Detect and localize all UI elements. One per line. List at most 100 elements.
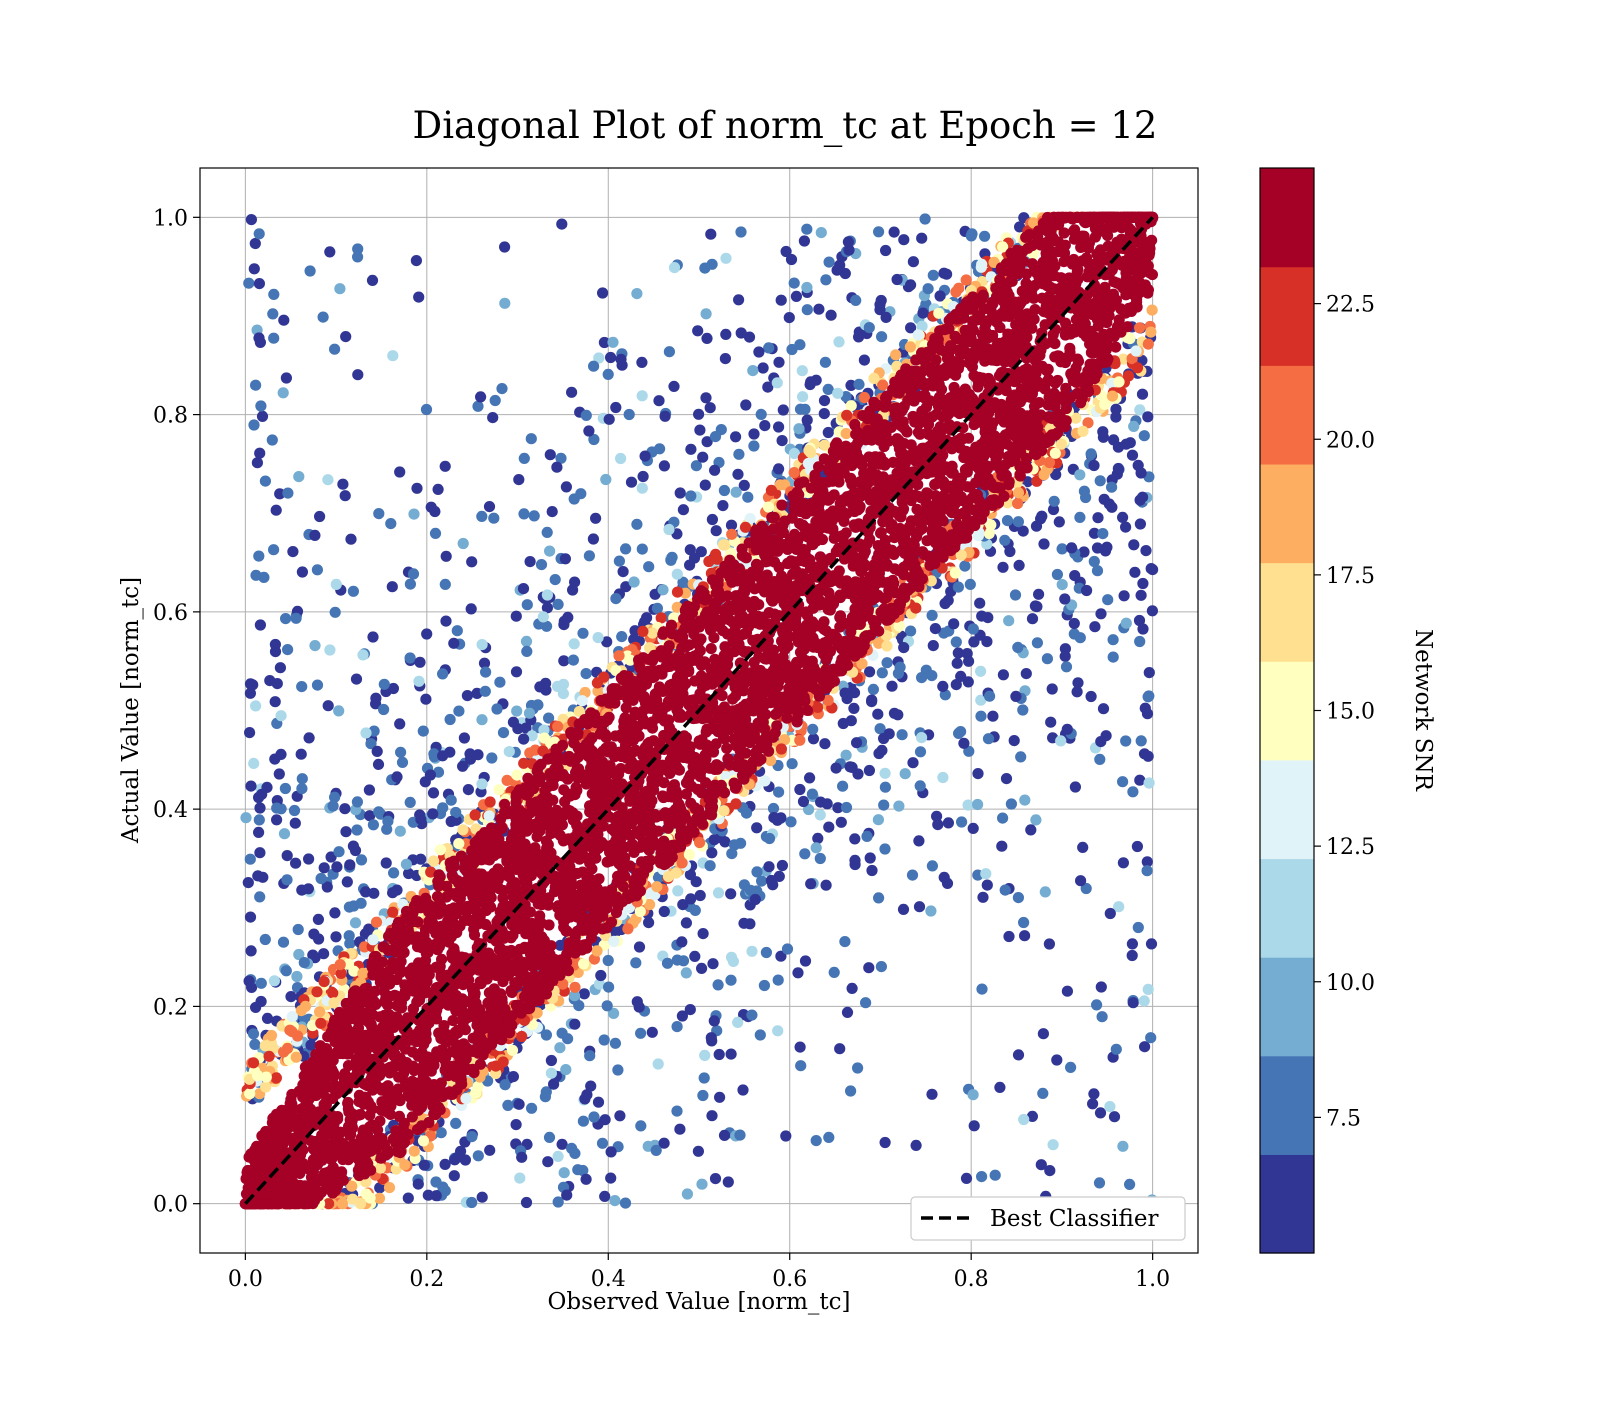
scatter-point (429, 506, 440, 517)
scatter-point (976, 259, 987, 270)
scatter-point (395, 747, 406, 758)
scatter-point (815, 797, 826, 808)
scatter-point (706, 1035, 717, 1046)
scatter-point (477, 639, 488, 650)
scatter-point (525, 556, 536, 567)
scatter-point (1134, 322, 1145, 333)
scatter-point (647, 1027, 658, 1038)
scatter-point (351, 824, 362, 835)
scatter-point (886, 681, 897, 692)
scatter-point (584, 1050, 595, 1061)
scatter-point (797, 365, 808, 376)
scatter-point (1129, 567, 1140, 578)
scatter-point (829, 967, 840, 978)
scatter-point (759, 420, 770, 431)
scatter-point (581, 1174, 592, 1185)
scatter-point (1117, 512, 1128, 523)
scatter-point (297, 773, 308, 784)
scatter-point (595, 970, 606, 981)
scatter-point (250, 380, 261, 391)
scatter-point (842, 1007, 853, 1018)
scatter-point (352, 243, 363, 254)
scatter-point (963, 676, 974, 687)
scatter-point (1010, 589, 1021, 600)
scatter-point (250, 700, 261, 711)
scatter-point (473, 1150, 484, 1161)
scatter-point (773, 787, 784, 798)
scatter-point (287, 546, 298, 557)
scatter-point (958, 738, 969, 749)
scatter-point (243, 278, 254, 289)
scatter-point (1018, 1114, 1029, 1125)
scatter-point (726, 529, 737, 540)
scatter-point (452, 625, 463, 636)
scatter-point (521, 646, 532, 657)
scatter-point (490, 1061, 501, 1072)
scatter-point (502, 775, 513, 786)
scatter-point (1117, 1141, 1128, 1152)
scatter-point (859, 355, 870, 366)
scatter-point (659, 460, 670, 471)
scatter-point (849, 833, 860, 844)
scatter-point (682, 1188, 693, 1199)
scatter-point (1136, 590, 1147, 601)
scatter-point (367, 275, 378, 286)
scatter-point (963, 800, 974, 811)
scatter-point (590, 513, 601, 524)
scatter-point (330, 607, 341, 618)
scatter-point (671, 1106, 682, 1117)
scatter-point (487, 412, 498, 423)
scatter-point (598, 672, 609, 683)
scatter-point (281, 372, 292, 383)
scatter-point (512, 723, 523, 734)
scatter-point (278, 387, 289, 398)
scatter-point (355, 1198, 366, 1209)
scatter-point (802, 304, 813, 315)
scatter-point (678, 504, 689, 515)
scatter-point (373, 759, 384, 770)
scatter-point (732, 1017, 743, 1028)
scatter-point (697, 1090, 708, 1101)
scatter-point (314, 1006, 325, 1017)
scatter-point (356, 854, 367, 865)
chart-title: Diagonal Plot of norm_tc at Epoch = 12 (413, 104, 1158, 148)
scatter-point (285, 991, 296, 1002)
scatter-point (315, 1018, 326, 1029)
scatter-point (575, 488, 586, 499)
scatter-point (268, 333, 279, 344)
scatter-point (318, 948, 329, 959)
scatter-point (1061, 661, 1072, 672)
scatter-point (622, 923, 633, 934)
scatter-point (411, 483, 422, 494)
scatter-point (493, 784, 504, 795)
scatter-point (521, 636, 532, 647)
scatter-point (488, 513, 499, 524)
scatter-point (387, 350, 398, 361)
scatter-point (609, 1195, 620, 1206)
scatter-point (861, 831, 872, 842)
scatter-point (973, 530, 984, 541)
scatter-point (979, 231, 990, 242)
scatter-point (459, 732, 470, 743)
scatter-point (254, 228, 265, 239)
scatter-point (641, 612, 652, 623)
scatter-point (244, 727, 255, 738)
scatter-point (794, 784, 805, 795)
scatter-point (1057, 543, 1068, 554)
scatter-point (772, 377, 783, 388)
scatter-point (640, 451, 651, 462)
scatter-point (990, 1170, 1001, 1181)
scatter-point (340, 826, 351, 837)
scatter-point (387, 887, 398, 898)
scatter-point (1147, 605, 1158, 616)
scatter-point (706, 1110, 717, 1121)
scatter-point (847, 983, 858, 994)
scatter-point (976, 984, 987, 995)
scatter-point (751, 822, 762, 833)
scatter-point (330, 931, 341, 942)
scatter-point (1097, 426, 1108, 437)
scatter-point (1048, 1139, 1059, 1150)
scatter-point (1001, 773, 1012, 784)
scatter-point (610, 402, 621, 413)
scatter-point (252, 870, 263, 881)
